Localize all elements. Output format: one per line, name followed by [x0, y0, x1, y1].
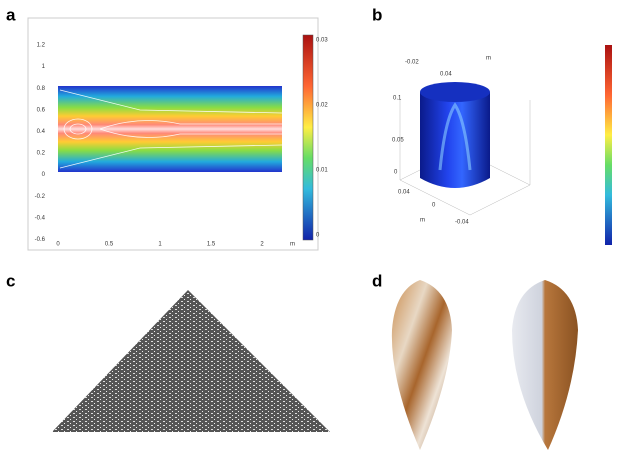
panel-label: d — [372, 271, 382, 290]
automaton-triangle — [52, 290, 330, 432]
y-tick-label: -0.2 — [35, 194, 46, 200]
axis-label: m — [420, 218, 425, 224]
y-tick-label: -0.6 — [35, 237, 46, 243]
panel-label: a — [6, 5, 16, 24]
panel-label: b — [372, 5, 382, 24]
axis-label: m — [486, 56, 491, 62]
cylinder-top — [420, 82, 490, 102]
colorbar — [303, 35, 313, 240]
axis-label: 0 — [432, 203, 436, 209]
y-tick-label: 0.2 — [37, 151, 46, 157]
axis-label: -0.04 — [455, 220, 469, 226]
y-tick-label: 0.6 — [37, 107, 46, 113]
axis-label: 0.05 — [392, 138, 404, 144]
y-tick-label: 0.8 — [37, 86, 46, 92]
colorbar-label: 0 — [316, 233, 320, 239]
colorbar-label: 0.03 — [316, 38, 328, 44]
axis-label: 0.1 — [393, 96, 402, 102]
shell-back — [392, 280, 452, 450]
x-tick-label: 0.5 — [105, 242, 114, 248]
colorbar-label: 0.01 — [316, 168, 328, 174]
shell-front — [512, 280, 578, 450]
colorbar — [605, 45, 612, 245]
panel-label: c — [6, 271, 15, 290]
y-tick-label: 0.4 — [37, 129, 46, 135]
axis-label: 0.04 — [398, 190, 410, 196]
figure: a 1.210.80.60.40.20-0.2-0.4-0.600.511.52… — [0, 0, 624, 455]
y-tick-label: -0.4 — [35, 215, 46, 221]
x-tick-label: 1.5 — [207, 242, 216, 248]
axis-label: -0.02 — [405, 60, 419, 66]
axis-label: 0.04 — [440, 72, 452, 78]
colorbar-label: 0.02 — [316, 103, 328, 109]
y-tick-label: 1.2 — [37, 43, 46, 49]
x-unit: m — [290, 242, 295, 248]
axis-label: 0 — [394, 170, 398, 176]
